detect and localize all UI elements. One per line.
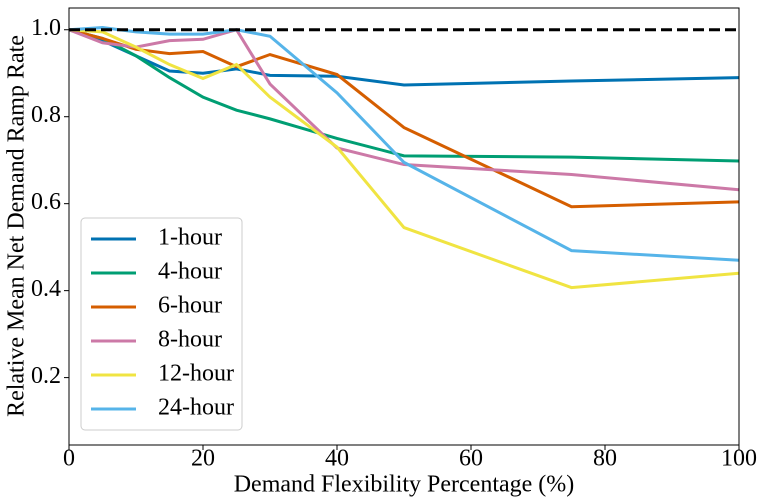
x-tick-label: 80 <box>593 446 617 472</box>
y-tick-label: 0.8 <box>31 102 61 128</box>
y-tick-label: 0.6 <box>31 189 61 215</box>
series-line <box>69 28 739 290</box>
y-tick-label: 0.4 <box>31 276 61 302</box>
x-tick-label: 60 <box>459 446 483 472</box>
legend-label: 4-hour <box>158 259 222 285</box>
y-tick-label: 0.2 <box>31 363 61 389</box>
legend-label: 6-hour <box>158 293 222 319</box>
x-tick-label: 0 <box>63 446 75 472</box>
legend-label: 8-hour <box>158 327 222 353</box>
y-tick-label: 1.0 <box>31 15 61 41</box>
x-axis-label: Demand Flexibility Percentage (%) <box>234 472 575 498</box>
x-tick-label: 40 <box>325 446 349 472</box>
x-tick-label: 20 <box>191 446 215 472</box>
legend-box <box>80 217 243 431</box>
legend-label: 12-hour <box>158 361 234 387</box>
series-line <box>69 28 739 163</box>
plot-frame <box>68 7 740 446</box>
y-axis-label: Relative Mean Net Demand Ramp Rate <box>4 35 30 417</box>
x-tick-label: 100 <box>721 446 757 472</box>
legend-label: 1-hour <box>158 225 222 251</box>
legend-label: 24-hour <box>158 395 234 421</box>
